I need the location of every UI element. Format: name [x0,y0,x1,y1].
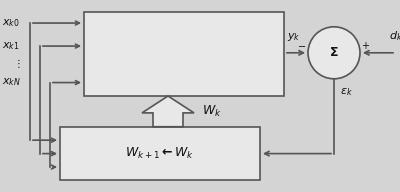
Text: $\boldsymbol{\Sigma}$: $\boldsymbol{\Sigma}$ [329,46,339,59]
Text: $\boldsymbol{W_{k+1} \leftarrow W_k}$: $\boldsymbol{W_{k+1} \leftarrow W_k}$ [126,146,194,161]
Bar [60,127,260,180]
Polygon shape [142,96,194,127]
Text: $\boldsymbol{W_k}$: $\boldsymbol{W_k}$ [202,104,222,119]
Text: $+$: $+$ [361,40,370,51]
Text: ⋮: ⋮ [13,59,23,69]
Ellipse shape [308,27,360,79]
Text: $\boldsymbol{d_k}$: $\boldsymbol{d_k}$ [389,29,400,43]
Text: $-$: $-$ [298,40,306,50]
Text: $\boldsymbol{x_{kN}}$: $\boldsymbol{x_{kN}}$ [2,77,21,89]
Text: $\boldsymbol{y_k}$: $\boldsymbol{y_k}$ [287,31,301,43]
Text: $\boldsymbol{x_{k1}}$: $\boldsymbol{x_{k1}}$ [2,40,20,52]
Text: $\boldsymbol{\varepsilon_k}$: $\boldsymbol{\varepsilon_k}$ [340,86,353,98]
Bar [84,12,284,96]
Text: $\boldsymbol{x_{k0}}$: $\boldsymbol{x_{k0}}$ [2,17,20,29]
